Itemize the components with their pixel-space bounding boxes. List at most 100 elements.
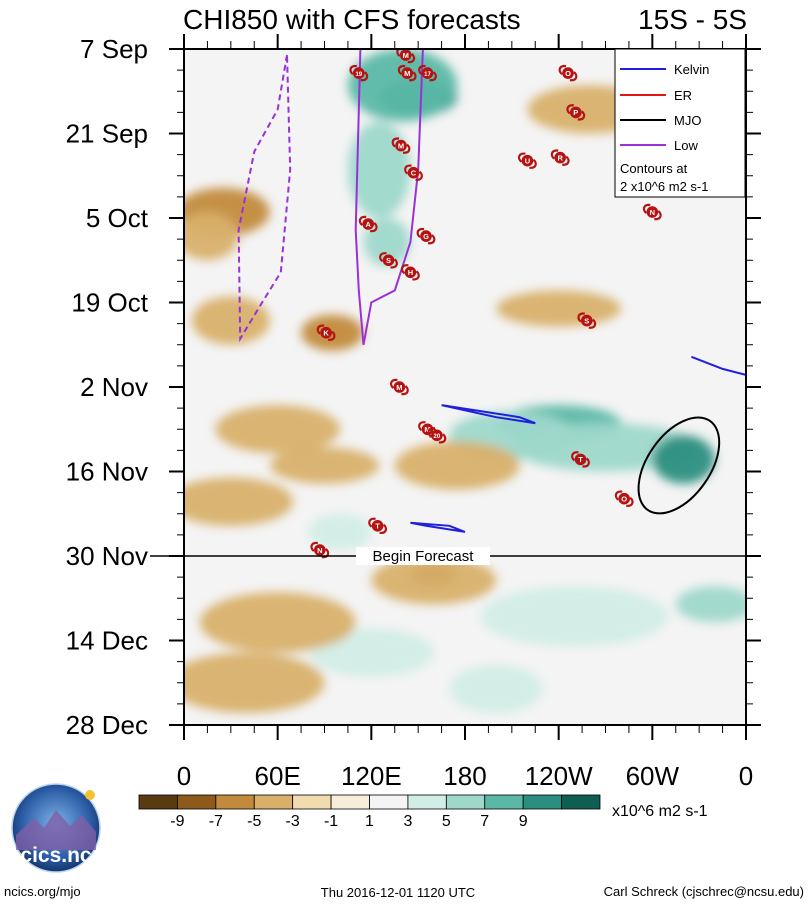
legend: Kelvin ER MJO Low Contours at 2 x10^6 m2… — [614, 48, 746, 198]
storm-label: K — [323, 329, 329, 338]
colorbar-tick-label: 7 — [480, 813, 489, 830]
storm-label: H — [408, 268, 413, 277]
cics-logo: cics.nc — [11, 783, 101, 873]
x-tick-label: 120W — [525, 761, 593, 791]
y-tick-label: 19 Oct — [71, 288, 148, 318]
storm-arm — [368, 517, 388, 534]
colorbar-swatch-4 — [292, 794, 332, 810]
storm-arm — [404, 164, 423, 181]
storm-arm — [517, 152, 537, 169]
storm-marker-21: O — [614, 490, 634, 507]
storm-body — [554, 151, 566, 164]
storm-arm — [316, 324, 336, 341]
legend-label-low: Low — [674, 138, 698, 153]
storm-body — [581, 314, 593, 327]
storm-marker-10: N — [642, 203, 662, 221]
colorbar-tick-label: 1 — [365, 813, 374, 830]
x-tick-label: 60E — [255, 761, 301, 791]
storm-label: G — [423, 232, 429, 241]
y-tick-label: 30 Nov — [66, 541, 148, 571]
storm-body — [420, 230, 432, 242]
y-tick-label: 5 Oct — [86, 203, 149, 233]
low-contour-positive — [354, 49, 424, 345]
storm-label: M — [398, 141, 404, 150]
storm-body — [399, 49, 412, 61]
storm-body — [421, 67, 434, 79]
storm-label: R — [557, 153, 563, 162]
anomaly-blob-12 — [449, 664, 544, 713]
storm-arm — [550, 149, 570, 166]
storm-arm — [389, 378, 409, 396]
storm-label: M — [424, 425, 430, 434]
storm-marker-13: S — [379, 252, 398, 269]
storm-body — [562, 67, 574, 79]
anomaly-blob-16 — [191, 296, 270, 345]
anomaly-blob-22 — [371, 556, 497, 605]
storm-arm — [566, 104, 586, 121]
colorbar-tick-label: 9 — [519, 813, 528, 830]
storm-body — [407, 166, 420, 179]
storm-marker-11: A — [358, 215, 378, 233]
footer-author: Carl Schreck (cjschrec@ncsu.edu) — [604, 884, 804, 899]
storm-arm — [427, 427, 447, 444]
colorbar-swatch-2 — [215, 794, 255, 810]
y-tick-label: 2 Nov — [80, 372, 148, 402]
storm-arm — [577, 312, 597, 329]
storm-label: P — [573, 108, 578, 117]
x-tick-label: 0 — [177, 761, 191, 791]
storm-body — [521, 154, 534, 167]
storm-marker-1: 19 — [349, 64, 369, 82]
mjo-contour — [637, 416, 721, 515]
colorbar-tick-label: -3 — [286, 813, 300, 830]
colorbar-swatch-8 — [445, 794, 486, 810]
storm-body — [574, 453, 587, 466]
anomaly-blob-6 — [652, 435, 715, 484]
storm-body — [353, 67, 365, 79]
chart-title: CHI850 with CFS forecasts — [183, 4, 521, 35]
storm-arm — [349, 64, 369, 82]
kelvin-contour-1 — [441, 404, 536, 425]
storm-label: 17 — [424, 72, 431, 78]
colorbar-tick-label: -9 — [170, 813, 184, 830]
storm-body — [371, 520, 384, 532]
latitude-band-label: 15S - 5S — [638, 4, 747, 35]
storm-body — [395, 139, 407, 152]
anomaly-blob-23 — [199, 592, 356, 653]
storm-body — [421, 423, 434, 436]
storm-marker-3: 17 — [418, 64, 437, 82]
storm-arm — [571, 451, 590, 468]
forecast-label-bg — [356, 547, 490, 565]
anomaly-field — [184, 49, 746, 713]
storm-arm — [391, 137, 411, 154]
footer-url[interactable]: ncics.org/mjo — [4, 884, 81, 899]
storm-marker-14: H — [400, 264, 420, 281]
logo-sun — [85, 790, 95, 800]
colorbar-units: x10^6 m2 s-1 — [612, 803, 708, 820]
storm-arm — [379, 252, 398, 269]
storm-arm — [396, 49, 416, 64]
storm-body — [570, 106, 582, 119]
storm-body — [382, 254, 395, 267]
storm-arm — [558, 64, 578, 82]
colorbar-swatch-1 — [177, 794, 217, 810]
storm-label: 19 — [355, 72, 362, 78]
colorbar-swatch-10 — [522, 794, 562, 810]
storm-body — [314, 544, 326, 556]
anomaly-blob-17 — [215, 405, 341, 454]
storm-arm — [400, 264, 420, 281]
storm-marker-19: 20 — [427, 427, 447, 444]
anomaly-blob-14 — [184, 211, 239, 261]
storm-marker-18: M — [418, 421, 437, 438]
storm-marker-5: P — [566, 104, 586, 121]
colorbar-tick-label: -5 — [247, 813, 261, 830]
colorbar-swatch-5 — [330, 794, 370, 810]
anomaly-blob-8 — [308, 513, 372, 550]
storm-marker-6: M — [391, 137, 411, 154]
storm-marker-8: U — [517, 152, 537, 169]
kelvin-contour-2 — [410, 521, 466, 533]
anomaly-blob-10 — [675, 586, 746, 623]
storm-arm — [358, 215, 378, 233]
y-tick-label: 21 Sep — [66, 119, 148, 149]
